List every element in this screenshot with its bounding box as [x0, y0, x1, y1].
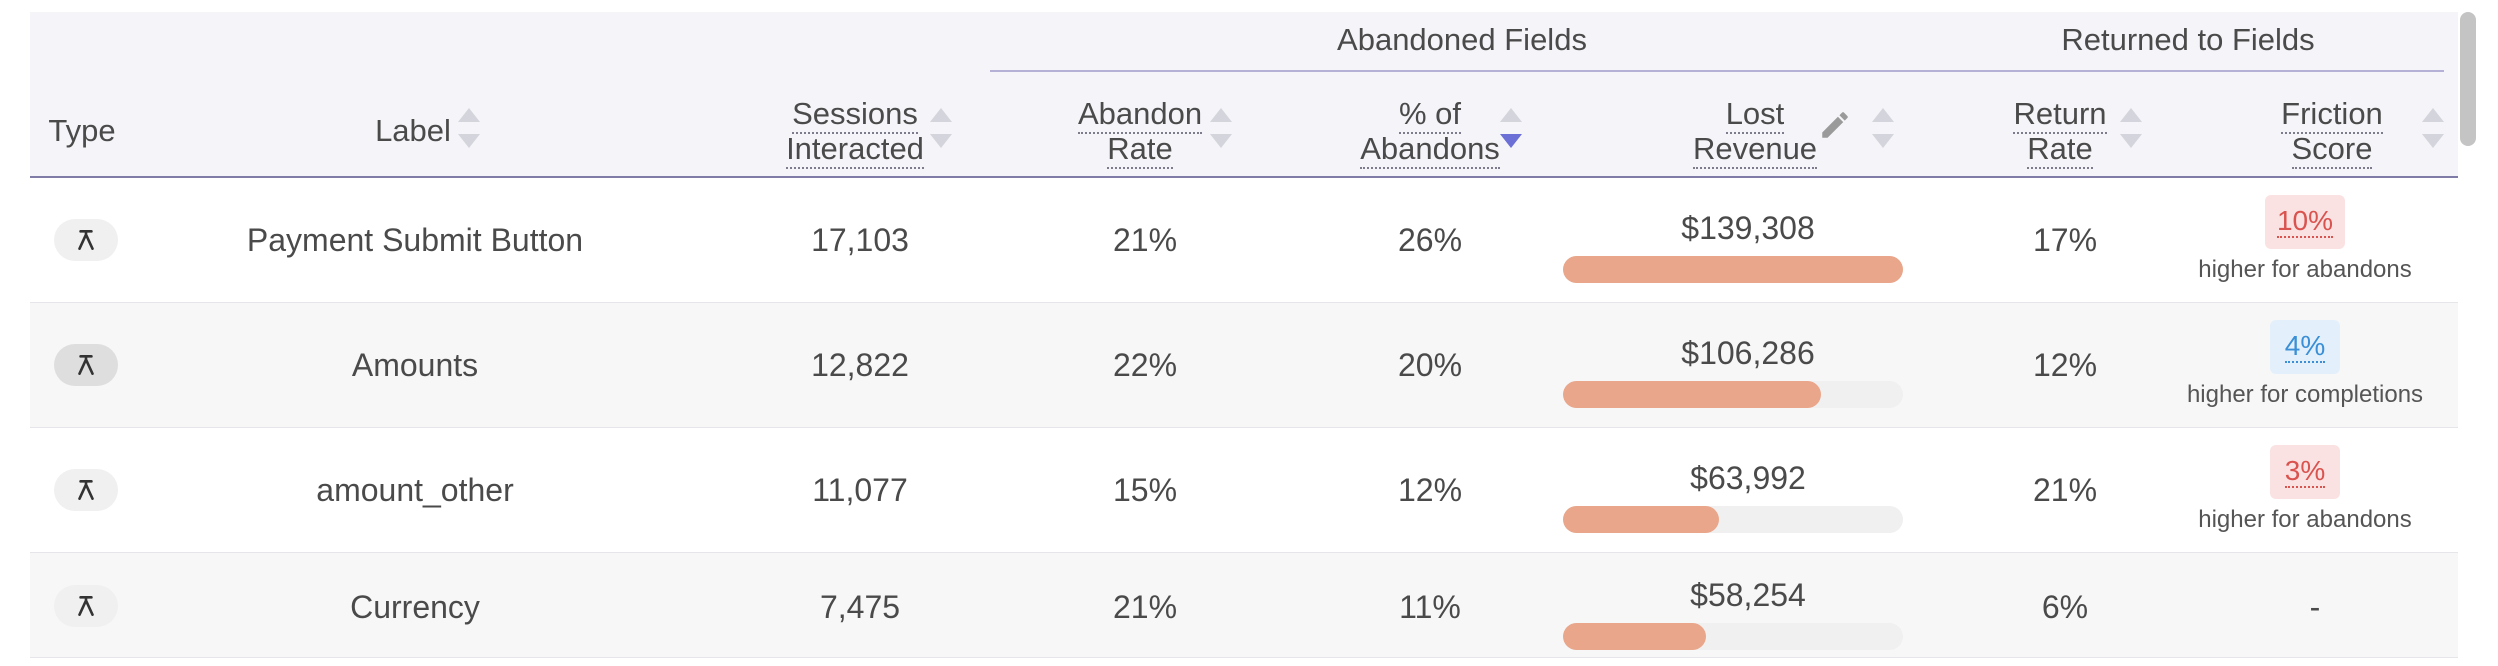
friction-note: higher for abandons	[2198, 506, 2412, 533]
lost-revenue-bar-fill	[1563, 381, 1822, 408]
table-row[interactable]: Amounts 12,822 22% 20% $106,286 12% 4% h…	[30, 303, 2458, 428]
row-sessions: 12,822	[811, 347, 909, 383]
field-analytics-table: Abandoned Fields Returned to Fields Type…	[30, 12, 2458, 658]
lost-revenue-bar-fill	[1563, 256, 1903, 283]
row-return-rate: 12%	[2032, 347, 2098, 383]
col-header-lost-revenue[interactable]: Lost Revenue	[1630, 96, 1880, 169]
table-header: Abandoned Fields Returned to Fields Type…	[30, 12, 2458, 178]
sort-icon-lost-revenue[interactable]	[1872, 106, 1894, 150]
row-pct-abandons: 11%	[1399, 589, 1461, 625]
group-title-abandoned: Abandoned Fields	[1337, 22, 1587, 57]
row-sessions: 7,475	[819, 589, 901, 625]
field-type-button[interactable]	[54, 469, 118, 511]
col-header-return-rate-line1: Return	[2013, 96, 2107, 134]
sort-icon-pct-abandons-active[interactable]	[1500, 106, 1522, 150]
group-underline-returned	[1932, 70, 2444, 72]
friction-score-badge[interactable]: 4%	[2270, 320, 2340, 374]
col-header-friction-score-line2: Score	[2291, 131, 2373, 169]
lost-revenue-bar	[1563, 256, 1903, 283]
row-label: Payment Submit Button	[246, 222, 584, 258]
sort-icon-sessions[interactable]	[930, 106, 952, 150]
group-underline-abandoned	[990, 70, 1934, 72]
col-header-type[interactable]: Type	[42, 113, 122, 148]
sort-icon-return-rate[interactable]	[2120, 106, 2142, 150]
row-pct-abandons: 12%	[1397, 472, 1463, 508]
col-header-label[interactable]: Label	[358, 113, 468, 148]
field-type-icon	[78, 596, 94, 616]
table-row[interactable]: amount_other 11,077 15% 12% $63,992 21% …	[30, 428, 2458, 553]
row-pct-abandons: 20%	[1397, 347, 1463, 383]
sort-icon-label[interactable]	[458, 106, 480, 150]
row-sessions: 17,103	[811, 222, 909, 258]
row-pct-abandons: 26%	[1397, 222, 1463, 258]
lost-revenue-bar	[1563, 623, 1903, 650]
friction-note: higher for abandons	[2198, 256, 2412, 283]
field-type-button[interactable]	[54, 344, 118, 386]
friction-score-value: 4%	[2284, 330, 2326, 363]
field-type-icon	[78, 355, 94, 375]
field-type-button[interactable]	[54, 585, 118, 627]
edit-revenue-pencil-icon[interactable]	[1818, 108, 1852, 142]
row-lost-revenue: $106,286	[1681, 335, 1815, 371]
col-header-abandon-rate[interactable]: Abandon Rate	[1030, 96, 1250, 169]
row-lost-revenue: $63,992	[1690, 460, 1806, 496]
row-lost-revenue: $139,308	[1681, 210, 1815, 246]
col-header-label-text: Label	[375, 113, 451, 148]
friction-score-badge[interactable]: 3%	[2270, 445, 2340, 499]
row-sessions: 11,077	[812, 472, 908, 508]
col-header-abandon-rate-line1: Abandon	[1077, 96, 1203, 134]
col-header-friction-score-line1: Friction	[2281, 96, 2383, 134]
sort-icon-abandon-rate[interactable]	[1210, 106, 1232, 150]
table-row[interactable]: Currency 7,475 21% 11% $58,254 6% -	[30, 553, 2458, 658]
row-label: Currency	[350, 589, 480, 625]
row-abandon-rate: 21%	[1112, 589, 1178, 625]
friction-note: higher for completions	[2186, 381, 2424, 408]
friction-score-value: 10%	[2276, 205, 2334, 238]
row-abandon-rate: 22%	[1112, 347, 1178, 383]
lost-revenue-bar-fill	[1563, 506, 1720, 533]
row-return-rate: 6%	[2041, 589, 2089, 625]
row-lost-revenue: $58,254	[1690, 577, 1806, 613]
col-header-lost-revenue-line1: Lost	[1725, 96, 1785, 134]
col-header-type-label: Type	[48, 113, 116, 148]
friction-score-badge[interactable]: 10%	[2265, 195, 2345, 249]
sort-icon-friction-score[interactable]	[2422, 106, 2444, 150]
col-header-sessions-line2: Interacted	[786, 131, 924, 169]
col-header-pct-abandons[interactable]: % of Abandons	[1320, 96, 1540, 169]
col-header-sessions-line1: Sessions	[792, 96, 918, 134]
friction-score-value: -	[2309, 589, 2321, 625]
group-title-returned: Returned to Fields	[2061, 22, 2315, 57]
lost-revenue-bar	[1563, 506, 1903, 533]
lost-revenue-bar-fill	[1563, 623, 1706, 650]
row-return-rate: 21%	[2032, 472, 2098, 508]
col-header-pct-abandons-line1: % of	[1398, 96, 1462, 134]
field-type-icon	[78, 230, 94, 250]
col-header-sessions[interactable]: Sessions Interacted	[740, 96, 970, 169]
col-header-return-rate-line2: Rate	[2027, 131, 2093, 169]
field-type-button[interactable]	[54, 219, 118, 261]
row-return-rate: 17%	[2032, 222, 2098, 258]
table-row[interactable]: Payment Submit Button 17,103 21% 26% $13…	[30, 178, 2458, 303]
col-header-pct-abandons-line2: Abandons	[1360, 131, 1500, 169]
col-header-friction-score[interactable]: Friction Score	[2220, 96, 2444, 169]
vertical-scrollbar[interactable]	[2460, 12, 2476, 146]
friction-score-value: 3%	[2284, 455, 2326, 488]
field-type-icon	[78, 480, 94, 500]
lost-revenue-bar	[1563, 381, 1903, 408]
row-label: Amounts	[351, 347, 479, 383]
row-label: amount_other	[316, 472, 514, 508]
row-abandon-rate: 21%	[1112, 222, 1178, 258]
col-header-lost-revenue-line2: Revenue	[1692, 131, 1818, 169]
row-abandon-rate: 15%	[1112, 472, 1178, 508]
col-header-return-rate[interactable]: Return Rate	[1960, 96, 2160, 169]
col-header-abandon-rate-line2: Rate	[1107, 131, 1173, 169]
